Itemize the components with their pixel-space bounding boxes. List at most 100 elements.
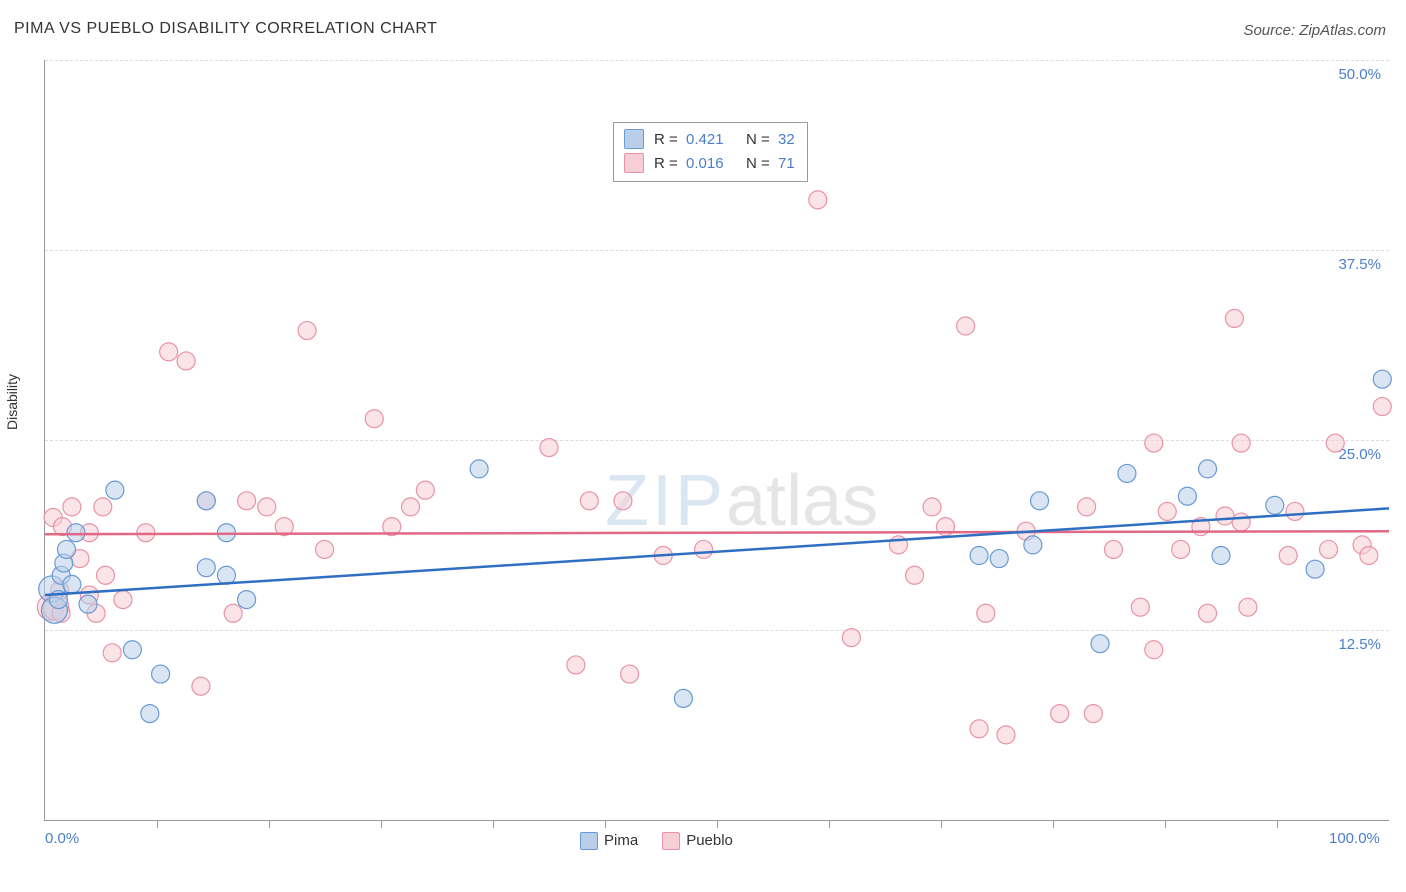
data-point: [1373, 398, 1391, 416]
x-minor-tick: [157, 820, 158, 828]
chart-page: { "title": "PIMA VS PUEBLO DISABILITY CO…: [0, 0, 1406, 892]
x-minor-tick: [269, 820, 270, 828]
data-point: [1084, 705, 1102, 723]
data-point: [224, 604, 242, 622]
data-point: [1373, 370, 1391, 388]
data-point: [977, 604, 995, 622]
r-value-pueblo: 0.016: [686, 155, 746, 172]
y-axis-label: Disability: [4, 374, 20, 430]
data-point: [1239, 598, 1257, 616]
data-point: [1286, 502, 1304, 520]
legend-row-pima: R = 0.421 N = 32: [624, 127, 795, 151]
data-point: [58, 540, 76, 558]
data-point: [365, 410, 383, 428]
x-minor-tick: [1277, 820, 1278, 828]
x-minor-tick: [605, 820, 606, 828]
data-point: [1232, 434, 1250, 452]
data-point: [1326, 434, 1344, 452]
data-point: [1266, 496, 1284, 514]
x-minor-tick: [1053, 820, 1054, 828]
data-point: [957, 317, 975, 335]
data-point: [695, 540, 713, 558]
data-point: [1051, 705, 1069, 723]
data-point: [1172, 540, 1190, 558]
data-point: [906, 566, 924, 584]
legend-swatch-pueblo: [624, 153, 644, 173]
data-point: [842, 629, 860, 647]
r-value-pima: 0.421: [686, 131, 746, 148]
x-minor-tick: [941, 820, 942, 828]
data-point: [1216, 507, 1234, 525]
data-point: [1131, 598, 1149, 616]
data-point: [402, 498, 420, 516]
x-minor-tick: [493, 820, 494, 828]
source-attribution: Source: ZipAtlas.com: [1243, 22, 1386, 39]
data-point: [79, 595, 97, 613]
data-point: [316, 540, 334, 558]
data-point: [152, 665, 170, 683]
data-point: [103, 644, 121, 662]
legend-bottom-label-pima: Pima: [604, 832, 638, 849]
data-point: [258, 498, 276, 516]
data-point: [990, 550, 1008, 568]
series-legend: Pima Pueblo: [580, 832, 733, 850]
x-minor-tick: [829, 820, 830, 828]
r-label-pima: R =: [654, 131, 686, 148]
data-point: [67, 524, 85, 542]
legend-bottom-swatch-pueblo: [662, 832, 680, 850]
x-tick-label: 0.0%: [45, 830, 79, 847]
data-point: [1212, 547, 1230, 565]
data-point: [197, 492, 215, 510]
x-minor-tick: [717, 820, 718, 828]
data-point: [106, 481, 124, 499]
regression-line-pueblo: [45, 531, 1389, 534]
legend-bottom-swatch-pima: [580, 832, 598, 850]
data-point: [96, 566, 114, 584]
data-point: [94, 498, 112, 516]
data-point: [1306, 560, 1324, 578]
data-point: [1279, 547, 1297, 565]
data-point: [416, 481, 434, 499]
data-point: [1145, 641, 1163, 659]
legend-item-pima: Pima: [580, 832, 638, 850]
data-point: [217, 566, 235, 584]
chart-title: PIMA VS PUEBLO DISABILITY CORRELATION CH…: [14, 20, 437, 38]
data-point: [540, 439, 558, 457]
data-point: [1178, 487, 1196, 505]
data-point: [123, 641, 141, 659]
n-value-pima: 32: [778, 131, 795, 148]
data-point: [114, 591, 132, 609]
data-point: [970, 720, 988, 738]
data-point: [674, 689, 692, 707]
legend-bottom-label-pueblo: Pueblo: [686, 832, 733, 849]
data-point: [923, 498, 941, 516]
data-point: [192, 677, 210, 695]
correlation-legend: R = 0.421 N = 32 R = 0.016 N = 71: [613, 122, 808, 182]
data-point: [567, 656, 585, 674]
data-point: [238, 591, 256, 609]
n-label-pueblo: N =: [746, 155, 778, 172]
data-point: [1104, 540, 1122, 558]
plot-area: ZIPatlas R = 0.421 N = 32 R = 0.016 N = …: [44, 60, 1389, 821]
data-point: [177, 352, 195, 370]
data-point: [1024, 536, 1042, 554]
legend-item-pueblo: Pueblo: [662, 832, 733, 850]
data-point: [1232, 513, 1250, 531]
n-label-pima: N =: [746, 131, 778, 148]
legend-row-pueblo: R = 0.016 N = 71: [624, 151, 795, 175]
data-point: [63, 575, 81, 593]
data-point: [1145, 434, 1163, 452]
x-minor-tick: [1165, 820, 1166, 828]
data-point: [63, 498, 81, 516]
data-point: [1199, 460, 1217, 478]
data-point: [1091, 635, 1109, 653]
data-point: [160, 343, 178, 361]
data-point: [997, 726, 1015, 744]
n-value-pueblo: 71: [778, 155, 795, 172]
data-point: [1118, 464, 1136, 482]
data-point: [614, 492, 632, 510]
data-point: [238, 492, 256, 510]
data-point: [580, 492, 598, 510]
legend-swatch-pima: [624, 129, 644, 149]
x-tick-label: 100.0%: [1329, 830, 1380, 847]
